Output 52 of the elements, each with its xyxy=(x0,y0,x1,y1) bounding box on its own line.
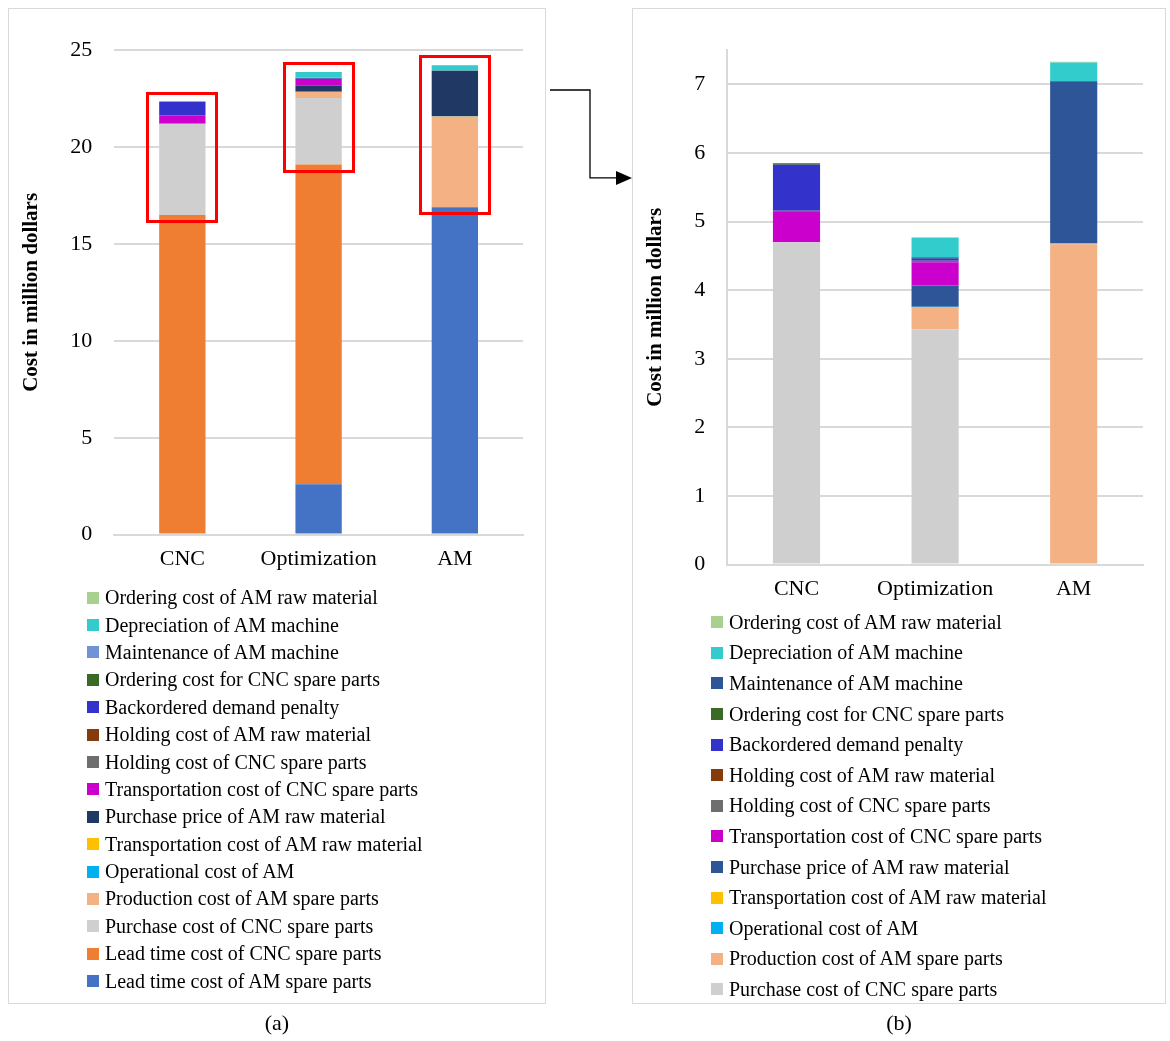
legend-label: Operational cost of AM xyxy=(105,860,295,884)
y-tick-label: 0 xyxy=(81,520,93,546)
legend-label: Ordering cost of AM raw material xyxy=(105,586,378,610)
y-tick-label: 5 xyxy=(81,423,93,449)
y-tick-label: 20 xyxy=(70,132,93,158)
y-tick-label: 10 xyxy=(70,326,93,352)
legend-label: Production cost of AM spare parts xyxy=(729,947,1003,971)
x-tick-label: AM xyxy=(437,544,473,570)
legend-label: Maintenance of AM machine xyxy=(729,671,963,695)
legend-label: Transportation cost of AM raw material xyxy=(729,886,1047,910)
legend-label: Lead time cost of CNC spare parts xyxy=(105,942,382,966)
legend-label: Backordered demand penalty xyxy=(729,733,964,757)
legend-label: Operational cost of AM xyxy=(729,916,919,940)
legend-label: Holding cost of CNC spare parts xyxy=(105,750,367,774)
legend-label: Backordered demand penalty xyxy=(105,695,340,719)
legend-label: Maintenance of AM machine xyxy=(105,640,339,664)
y-tick-label: 4 xyxy=(694,276,706,302)
legend-label: Ordering cost for CNC spare parts xyxy=(729,702,1004,726)
legend-label: Transportation cost of CNC spare parts xyxy=(105,777,419,801)
y-axis-title: Cost in million dollars xyxy=(642,207,667,407)
legend-label: Depreciation of AM machine xyxy=(105,613,339,637)
legend-label: Lead time cost of AM spare parts xyxy=(105,969,372,993)
y-tick-label: 5 xyxy=(694,207,706,233)
x-tick-label: Optimization xyxy=(877,574,994,600)
y-tick-label: 25 xyxy=(70,35,93,61)
text: (a) xyxy=(263,1010,291,1036)
x-tick-label: CNC xyxy=(159,544,205,570)
legend-label: Purchase cost of CNC spare parts xyxy=(729,977,998,1001)
y-tick-label: 0 xyxy=(694,550,706,576)
y-tick-label: 7 xyxy=(694,70,706,96)
x-tick-label: Optimization xyxy=(260,544,377,570)
legend-label: Purchase price of AM raw material xyxy=(105,805,386,829)
text: (b) xyxy=(885,1010,913,1036)
legend-label: Ordering cost for CNC spare parts xyxy=(105,668,380,692)
legend-label: Transportation cost of AM raw material xyxy=(105,832,423,856)
y-tick-label: 3 xyxy=(694,344,706,370)
x-tick-label: CNC xyxy=(773,574,820,600)
y-tick-label: 1 xyxy=(694,481,706,507)
legend-label: Holding cost of AM raw material xyxy=(729,763,996,787)
x-tick-label: AM xyxy=(1055,574,1092,600)
legend-label: Holding cost of AM raw material xyxy=(105,723,372,747)
legend-label: Purchase cost of CNC spare parts xyxy=(105,914,374,938)
legend-label: Ordering cost of AM raw material xyxy=(729,610,1002,634)
legend-label: Production cost of AM spare parts xyxy=(105,887,379,911)
y-tick-label: 6 xyxy=(694,138,706,164)
legend-label: Transportation cost of CNC spare parts xyxy=(729,824,1043,848)
legend-label: Purchase price of AM raw material xyxy=(729,855,1010,879)
legend-label: Holding cost of CNC spare parts xyxy=(729,794,991,818)
y-axis-title: Cost in million dollars xyxy=(18,192,43,392)
y-tick-label: 2 xyxy=(694,413,706,439)
y-tick-label: 15 xyxy=(70,229,93,255)
legend-label: Depreciation of AM machine xyxy=(729,641,963,665)
